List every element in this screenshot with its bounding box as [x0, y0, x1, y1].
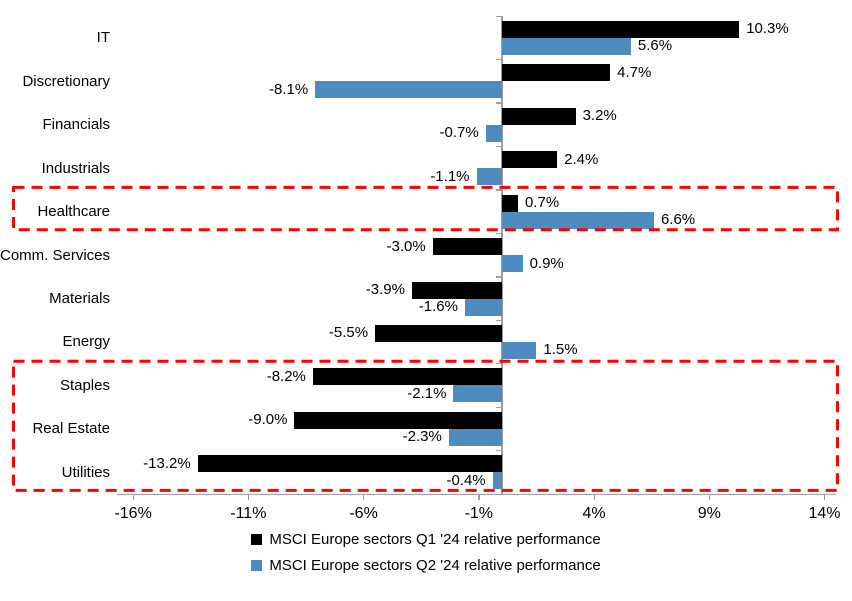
value-label-q1-utilities: -13.2%	[143, 454, 191, 472]
legend-marker-q2-icon	[251, 560, 263, 571]
bar-q1-staples	[312, 368, 502, 386]
y-axis-tick	[495, 406, 502, 408]
category-label-materials: Materials	[49, 289, 110, 307]
value-label-q1-healthcare: 0.7%	[524, 194, 560, 212]
value-label-q1-comm-services: -3.0%	[386, 237, 426, 255]
category-label-comm-services: Comm. Services	[0, 246, 111, 264]
value-label-q1-industrials: 2.4%	[564, 150, 599, 168]
bar-q2-energy	[501, 341, 537, 359]
category-label-financials: Financials	[42, 116, 110, 134]
y-axis-tick	[495, 189, 502, 191]
value-label-q2-real-estate: -2.3%	[402, 428, 442, 446]
value-label-q2-financials: -0.7%	[439, 124, 479, 142]
value-label-q2-industrials: -1.1%	[430, 167, 470, 185]
category-label-staples: Staples	[59, 376, 110, 394]
x-tick-label-4: 4%	[582, 505, 606, 522]
y-axis-tick	[495, 58, 502, 61]
bar-q1-utilities	[197, 455, 502, 473]
y-axis-tick	[495, 15, 502, 17]
x-axis-tick	[247, 494, 250, 500]
category-label-discretionary: Discretionary	[22, 72, 110, 90]
bar-q2-real-estate	[448, 428, 502, 446]
bar-q2-utilities	[492, 472, 502, 490]
x-tick-label-9: 9%	[697, 505, 721, 522]
x-tick-label-1: -1%	[464, 505, 494, 522]
x-axis-tick	[708, 494, 711, 500]
category-label-energy: Energy	[62, 333, 110, 351]
x-axis-tick	[132, 494, 134, 500]
x-axis-line	[117, 494, 836, 496]
bar-q1-real-estate	[294, 411, 502, 429]
x-axis-tick	[363, 494, 365, 500]
bar-q2-comm-services	[501, 255, 523, 273]
y-axis-tick	[495, 319, 502, 321]
value-label-q1-energy: -5.5%	[328, 324, 369, 342]
value-label-q1-real-estate: -9.0%	[248, 411, 288, 429]
legend: MSCI Europe sectors Q1 '24 relative perf…	[0, 531, 852, 574]
value-label-q1-it: 10.3%	[746, 20, 789, 38]
category-label-healthcare: Healthcare	[37, 203, 110, 221]
bar-q1-it	[501, 20, 740, 38]
legend-label-q1: MSCI Europe sectors Q1 '24 relative perf…	[269, 531, 601, 548]
value-label-q2-comm-services: 0.9%	[529, 254, 564, 272]
bar-q2-staples	[453, 385, 502, 403]
category-label-industrials: Industrials	[41, 159, 110, 177]
legend-item-q2: MSCI Europe sectors Q2 '24 relative perf…	[251, 557, 601, 574]
x-axis-tick	[478, 494, 480, 500]
bar-q2-financials	[485, 124, 502, 142]
bar-q1-industrials	[501, 151, 558, 169]
value-label-q1-financials: 3.2%	[582, 107, 617, 125]
x-tick-label-16: -16%	[114, 505, 152, 522]
bar-q1-energy	[375, 324, 502, 342]
value-label-q2-healthcare: 6.6%	[660, 211, 696, 229]
x-axis-tick	[823, 494, 826, 500]
category-label-it: IT	[96, 29, 110, 47]
value-label-q2-materials: -1.6%	[418, 298, 458, 316]
x-tick-label-14: 14%	[808, 505, 841, 522]
bar-q1-healthcare	[501, 194, 518, 212]
legend-label-q2: MSCI Europe sectors Q2 '24 relative perf…	[269, 557, 601, 574]
bar-q2-it	[501, 37, 631, 55]
y-axis-tick	[495, 145, 502, 148]
category-label-utilities: Utilities	[61, 463, 110, 481]
x-axis-tick	[593, 494, 595, 500]
value-label-q1-materials: -3.9%	[365, 281, 405, 299]
bar-q2-healthcare	[501, 211, 654, 229]
y-axis-tick	[495, 102, 502, 104]
y-axis-line	[501, 16, 503, 494]
bar-q2-discretionary	[315, 81, 502, 99]
value-label-q2-it: 5.6%	[637, 37, 673, 55]
value-label-q2-staples: -2.1%	[407, 384, 447, 402]
bar-q1-discretionary	[501, 64, 611, 82]
legend-item-q1: MSCI Europe sectors Q1 '24 relative perf…	[251, 531, 601, 548]
bar-q2-industrials	[476, 168, 502, 186]
bar-q1-materials	[411, 281, 502, 299]
category-label-real-estate: Real Estate	[32, 420, 110, 438]
y-axis-tick	[495, 363, 502, 365]
legend-marker-q1-icon	[251, 534, 263, 545]
value-label-q1-discretionary: 4.7%	[617, 63, 652, 81]
x-tick-label-6: -6%	[349, 505, 378, 522]
value-label-q2-energy: 1.5%	[543, 341, 578, 359]
value-label-q2-discretionary: -8.1%	[269, 80, 309, 98]
bar-q1-comm-services	[432, 238, 502, 256]
bar-q1-financials	[501, 107, 576, 125]
y-axis-tick	[495, 276, 502, 278]
y-axis-tick	[495, 450, 502, 452]
value-label-q2-utilities: -0.4%	[446, 471, 486, 489]
y-axis-tick	[495, 232, 502, 235]
x-tick-label-11: -11%	[230, 505, 267, 522]
value-label-q1-staples: -8.2%	[266, 367, 306, 385]
bar-q2-materials	[464, 298, 502, 316]
